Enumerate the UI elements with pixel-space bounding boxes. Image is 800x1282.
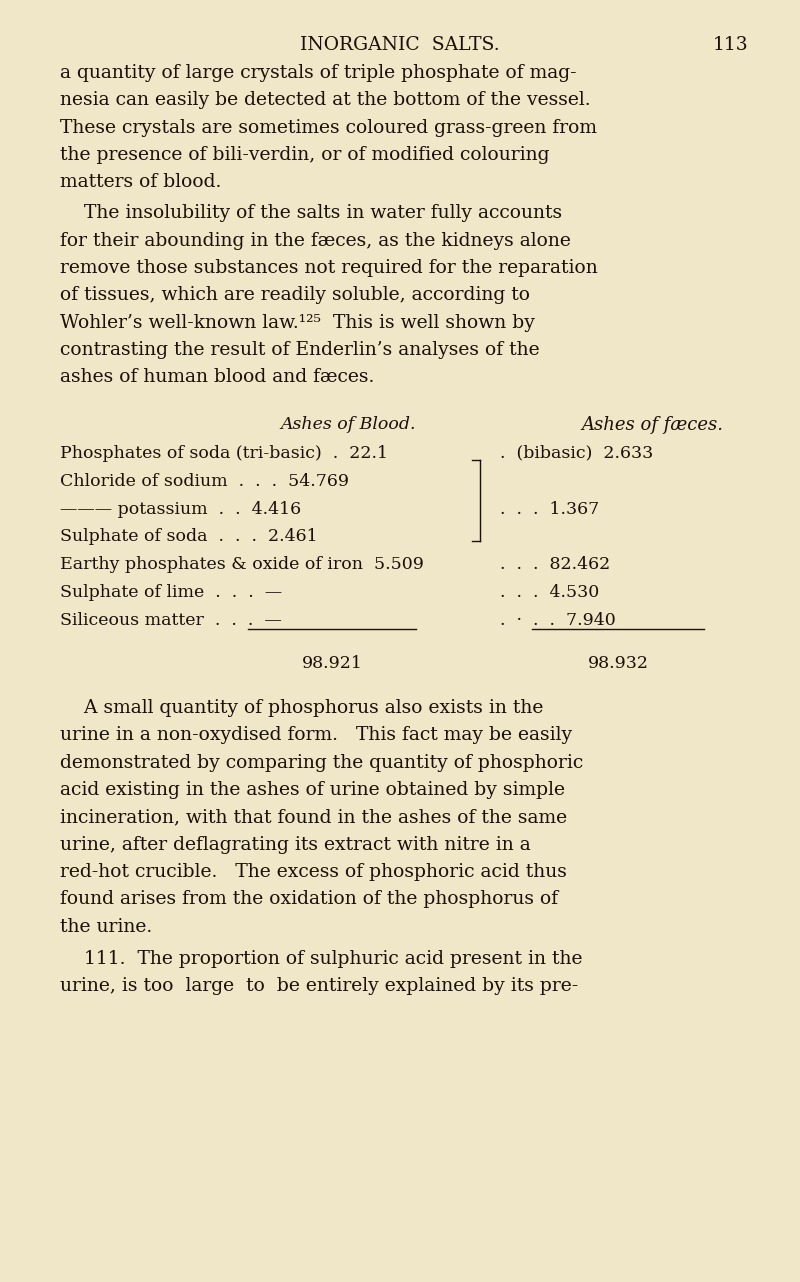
Text: matters of blood.: matters of blood. [60,173,222,191]
Text: Sulphate of soda  .  .  .  2.461: Sulphate of soda . . . 2.461 [60,528,318,545]
Text: 113: 113 [712,36,748,54]
Text: contrasting the result of Enderlin’s analyses of the: contrasting the result of Enderlin’s ana… [60,341,540,359]
Text: 111.  The proportion of sulphuric acid present in the: 111. The proportion of sulphuric acid pr… [60,950,582,968]
Text: found arises from the oxidation of the phosphorus of: found arises from the oxidation of the p… [60,890,558,908]
Text: urine, after deflagrating its extract with nitre in a: urine, after deflagrating its extract wi… [60,836,530,854]
Text: INORGANIC  SALTS.: INORGANIC SALTS. [300,36,500,54]
Text: a quantity of large crystals of triple phosphate of mag-: a quantity of large crystals of triple p… [60,64,577,82]
Text: Ashes of fæces.: Ashes of fæces. [581,417,723,435]
Text: .  .  .  82.462: . . . 82.462 [500,556,610,573]
Text: nesia can easily be detected at the bottom of the vessel.: nesia can easily be detected at the bott… [60,91,590,109]
Text: for their abounding in the fæces, as the kidneys alone: for their abounding in the fæces, as the… [60,232,571,250]
Text: Siliceous matter  .  .  .  —: Siliceous matter . . . — [60,612,282,629]
Text: Sulphate of lime  .  .  .  —: Sulphate of lime . . . — [60,585,282,601]
Text: Phosphates of soda (tri-basic)  .  22.1: Phosphates of soda (tri-basic) . 22.1 [60,445,388,462]
Text: .  .  .  4.530: . . . 4.530 [500,585,599,601]
Text: 98.932: 98.932 [588,655,649,673]
Text: urine in a non-oxydised form.   This fact may be easily: urine in a non-oxydised form. This fact … [60,727,572,745]
Text: ashes of human blood and fæces.: ashes of human blood and fæces. [60,368,374,386]
Text: .  .  .  1.367: . . . 1.367 [500,500,599,518]
Text: acid existing in the ashes of urine obtained by simple: acid existing in the ashes of urine obta… [60,781,565,799]
Text: red-hot crucible.   The excess of phosphoric acid thus: red-hot crucible. The excess of phosphor… [60,863,567,881]
Text: the urine.: the urine. [60,918,152,936]
Text: .  (bibasic)  2.633: . (bibasic) 2.633 [500,445,654,462]
Text: demonstrated by comparing the quantity of phosphoric: demonstrated by comparing the quantity o… [60,754,583,772]
Text: incineration, with that found in the ashes of the same: incineration, with that found in the ash… [60,809,567,827]
Text: Ashes of Blood.: Ashes of Blood. [280,417,416,433]
Text: Wohler’s well-known law.¹²⁵  This is well shown by: Wohler’s well-known law.¹²⁵ This is well… [60,314,535,332]
Text: These crystals are sometimes coloured grass-green from: These crystals are sometimes coloured gr… [60,119,597,137]
Text: of tissues, which are readily soluble, according to: of tissues, which are readily soluble, a… [60,286,530,304]
Text: 98.921: 98.921 [302,655,362,673]
Text: A small quantity of phosphorus also exists in the: A small quantity of phosphorus also exis… [60,699,543,717]
Text: urine, is too  large  to  be entirely explained by its pre-: urine, is too large to be entirely expla… [60,977,578,995]
Text: remove those substances not required for the reparation: remove those substances not required for… [60,259,598,277]
Text: ——— potassium  .  .  4.416: ——— potassium . . 4.416 [60,500,301,518]
Text: .  ·  .  .  7.940: . · . . 7.940 [500,612,616,629]
Text: Chloride of sodium  .  .  .  54.769: Chloride of sodium . . . 54.769 [60,473,349,490]
Text: Earthy phosphates & oxide of iron  5.509: Earthy phosphates & oxide of iron 5.509 [60,556,424,573]
Text: The insolubility of the salts in water fully accounts: The insolubility of the salts in water f… [60,204,562,223]
Text: the presence of bili-verdin, or of modified colouring: the presence of bili-verdin, or of modif… [60,146,550,164]
